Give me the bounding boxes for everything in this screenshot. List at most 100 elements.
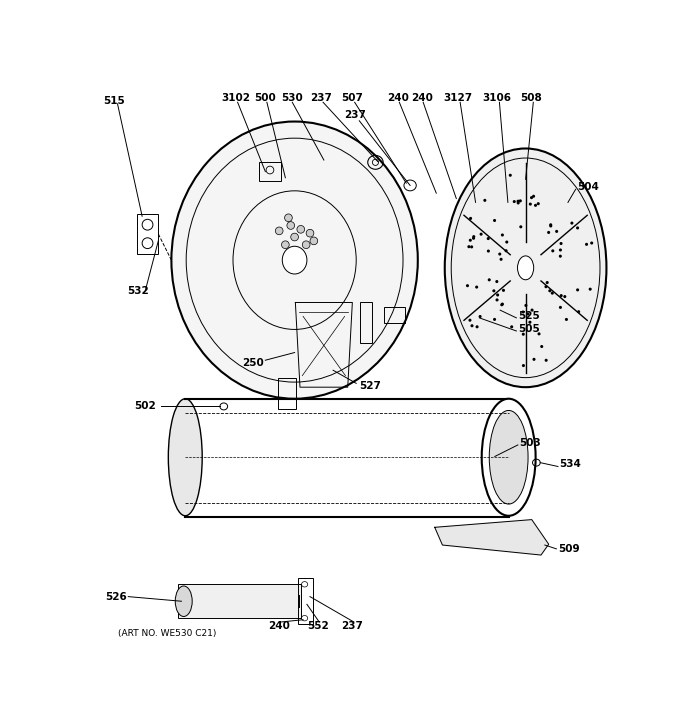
Ellipse shape (488, 278, 491, 282)
Ellipse shape (522, 364, 525, 367)
Text: 508: 508 (520, 93, 542, 103)
Text: 240: 240 (411, 93, 432, 103)
Ellipse shape (513, 200, 516, 203)
Ellipse shape (551, 292, 554, 295)
Ellipse shape (483, 199, 486, 202)
Ellipse shape (563, 295, 566, 298)
Ellipse shape (500, 258, 503, 261)
Text: 525: 525 (518, 311, 540, 321)
Ellipse shape (493, 318, 496, 321)
Ellipse shape (559, 248, 562, 251)
Ellipse shape (297, 225, 305, 233)
Ellipse shape (517, 256, 534, 279)
Ellipse shape (186, 138, 403, 382)
Text: 515: 515 (103, 96, 125, 106)
Ellipse shape (495, 280, 498, 283)
Ellipse shape (509, 174, 512, 177)
Ellipse shape (493, 219, 496, 222)
Ellipse shape (559, 255, 562, 258)
Ellipse shape (275, 227, 283, 235)
Ellipse shape (571, 222, 573, 224)
Text: 526: 526 (105, 592, 126, 602)
Text: 534: 534 (560, 459, 581, 469)
Bar (298, 578, 313, 624)
Ellipse shape (548, 290, 551, 292)
Ellipse shape (282, 246, 307, 274)
Text: 500: 500 (254, 93, 276, 103)
Ellipse shape (285, 214, 292, 222)
Text: 3102: 3102 (222, 93, 250, 103)
Text: 237: 237 (343, 109, 366, 119)
Ellipse shape (576, 227, 579, 230)
Ellipse shape (565, 318, 568, 321)
Bar (384, 307, 405, 322)
Ellipse shape (526, 312, 529, 316)
Text: 237: 237 (341, 621, 363, 631)
Ellipse shape (501, 303, 504, 306)
Ellipse shape (475, 306, 484, 315)
Ellipse shape (479, 232, 483, 236)
Ellipse shape (171, 122, 418, 399)
Ellipse shape (475, 285, 478, 289)
Ellipse shape (530, 308, 534, 311)
Ellipse shape (529, 203, 532, 206)
Ellipse shape (510, 325, 513, 329)
Text: 3106: 3106 (483, 93, 511, 103)
Ellipse shape (537, 332, 541, 335)
Ellipse shape (291, 233, 299, 241)
Ellipse shape (555, 230, 558, 233)
Ellipse shape (537, 202, 540, 205)
Bar (277, 378, 296, 409)
Ellipse shape (489, 411, 528, 504)
Ellipse shape (496, 293, 499, 297)
Ellipse shape (505, 240, 509, 243)
Ellipse shape (467, 245, 471, 248)
Ellipse shape (576, 288, 579, 292)
Text: 507: 507 (341, 93, 363, 103)
Text: 503: 503 (520, 437, 541, 447)
Ellipse shape (175, 586, 192, 617)
Ellipse shape (545, 281, 549, 284)
Ellipse shape (522, 332, 525, 336)
Ellipse shape (545, 285, 547, 288)
Text: 552: 552 (307, 621, 328, 631)
Ellipse shape (577, 310, 580, 313)
Ellipse shape (532, 358, 536, 361)
Ellipse shape (532, 195, 535, 198)
Ellipse shape (560, 242, 562, 245)
Ellipse shape (551, 249, 554, 253)
Ellipse shape (479, 315, 481, 318)
Ellipse shape (471, 324, 473, 327)
Ellipse shape (520, 225, 522, 228)
Text: 237: 237 (311, 93, 333, 103)
Ellipse shape (519, 199, 522, 203)
Ellipse shape (452, 158, 600, 378)
Ellipse shape (560, 294, 563, 297)
Bar (259, 162, 281, 181)
Ellipse shape (472, 237, 475, 240)
Ellipse shape (549, 224, 552, 227)
Text: 250: 250 (242, 358, 264, 368)
Ellipse shape (534, 203, 537, 207)
Ellipse shape (522, 311, 525, 313)
Text: 502: 502 (135, 401, 156, 411)
Ellipse shape (460, 288, 467, 294)
Text: 509: 509 (558, 544, 579, 554)
Bar (177, 584, 301, 618)
Ellipse shape (469, 319, 471, 321)
Ellipse shape (306, 230, 314, 237)
Ellipse shape (589, 287, 592, 291)
Ellipse shape (545, 358, 547, 362)
Ellipse shape (466, 284, 469, 287)
Ellipse shape (559, 306, 562, 309)
Text: 3127: 3127 (443, 93, 473, 103)
Text: 240: 240 (269, 621, 290, 631)
Ellipse shape (496, 298, 498, 301)
Text: 530: 530 (282, 93, 303, 103)
Ellipse shape (310, 237, 318, 245)
Polygon shape (435, 520, 549, 555)
Ellipse shape (487, 237, 490, 240)
Ellipse shape (287, 222, 294, 230)
Ellipse shape (498, 253, 501, 256)
Ellipse shape (585, 243, 588, 246)
